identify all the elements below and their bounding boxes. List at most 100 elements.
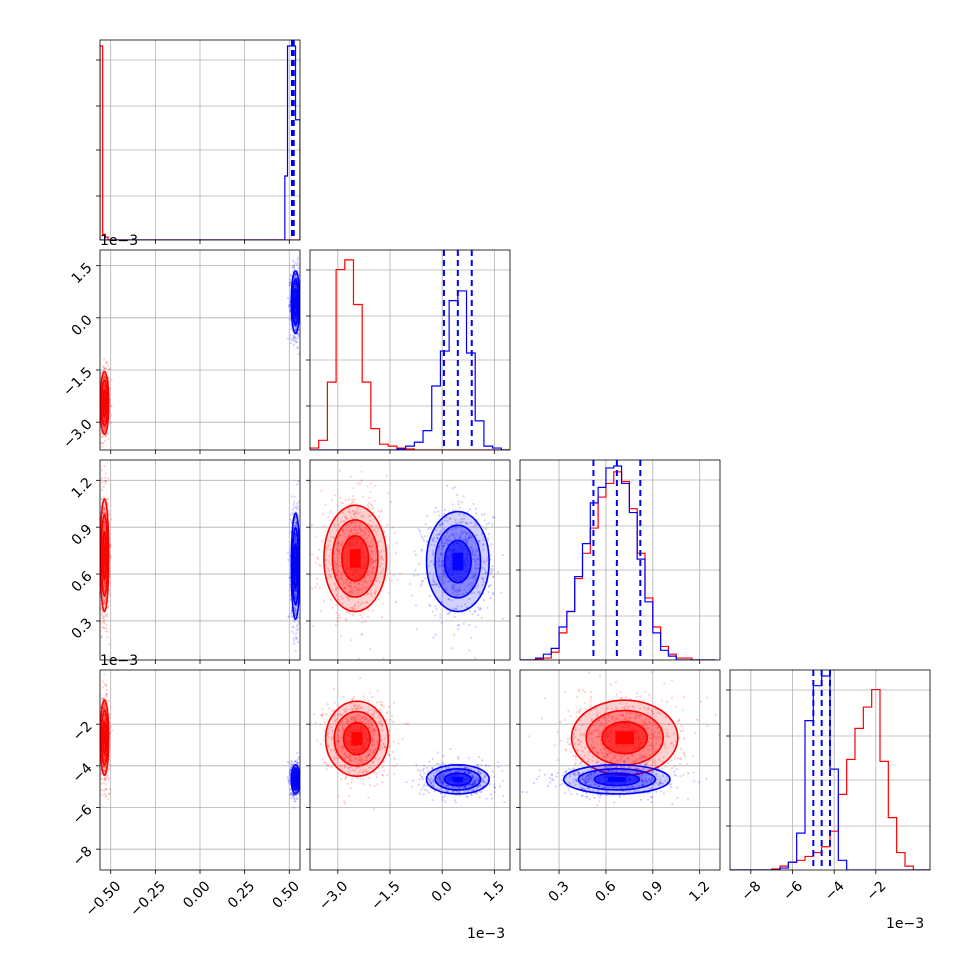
- scatter-point-blue: [428, 594, 431, 597]
- scatter-point-red: [369, 581, 372, 584]
- scatter-point-red: [369, 559, 372, 562]
- density-peak-red: [349, 549, 361, 568]
- scatter-point-blue: [468, 536, 471, 539]
- scatter-point-red: [352, 510, 355, 513]
- scatter-point-blue: [292, 639, 296, 642]
- scatter-point-red: [358, 589, 361, 592]
- scatter-point-blue: [437, 585, 441, 589]
- scatter-point-red: [391, 526, 395, 529]
- scatter-point-red: [354, 586, 357, 589]
- scatter-point-red: [360, 470, 363, 473]
- scatter-point-blue: [434, 583, 437, 586]
- scatter-point-blue: [451, 585, 454, 588]
- scatter-point-blue: [294, 524, 297, 528]
- scatter-point-blue: [293, 266, 296, 270]
- scatter-point-red: [103, 523, 106, 527]
- scatter-point-red: [394, 551, 398, 555]
- scatter-point-red: [103, 509, 106, 512]
- scatter-point-red: [351, 606, 354, 610]
- scatter-point-blue: [481, 578, 484, 581]
- scatter-point-blue: [293, 276, 296, 279]
- scatter-point-red: [356, 588, 360, 591]
- scatter-point-red: [344, 515, 347, 519]
- scatter-point-red: [369, 553, 373, 556]
- scatter-point-blue: [294, 536, 297, 539]
- scatter-point-red: [109, 581, 112, 584]
- scatter-point-red: [103, 416, 107, 419]
- scatter-point-blue: [467, 536, 470, 540]
- scatter-point-blue: [461, 531, 465, 535]
- scatter-point-red: [368, 535, 371, 538]
- scatter-point-blue: [293, 589, 296, 592]
- scatter-point-blue: [394, 601, 397, 604]
- scatter-point-red: [101, 442, 104, 445]
- scatter-point-blue: [439, 616, 442, 619]
- scatter-point-blue: [296, 505, 300, 508]
- scatter-point-blue: [292, 797, 295, 800]
- scatter-point-red: [102, 626, 105, 630]
- scatter-point-blue: [296, 258, 299, 262]
- scatter-point-red: [355, 588, 358, 592]
- scatter-point-red: [104, 717, 107, 720]
- scatter-point-blue: [417, 562, 421, 565]
- scatter-point-red: [343, 587, 347, 590]
- scatter-point-red: [96, 752, 98, 754]
- scatter-point-red: [103, 386, 106, 389]
- scatter-point-red: [102, 485, 105, 489]
- scatter-point-red: [330, 535, 333, 538]
- scatter-point-blue: [451, 588, 454, 591]
- scatter-point-blue: [288, 303, 291, 306]
- scatter-point-red: [103, 777, 107, 780]
- scatter-point-red: [349, 522, 353, 525]
- scatter-point-blue: [295, 609, 298, 612]
- scatter-point-blue: [442, 527, 445, 530]
- scatter-point-blue: [464, 603, 467, 606]
- scatter-point-blue: [432, 583, 435, 586]
- scatter-point-red: [370, 557, 373, 560]
- scatter-point-blue: [464, 539, 467, 542]
- scatter-point-red: [363, 532, 366, 535]
- scatter-point-red: [344, 535, 347, 539]
- scatter-point-blue: [431, 539, 434, 543]
- scatter-point-blue: [293, 524, 296, 527]
- scatter-point-red: [371, 550, 374, 553]
- scatter-point-red: [111, 729, 114, 732]
- scatter-point-blue: [474, 578, 477, 581]
- scatter-point-blue: [469, 536, 472, 539]
- scatter-point-red: [342, 587, 345, 590]
- scatter-point-blue: [446, 538, 449, 541]
- scatter-point-blue: [292, 795, 295, 798]
- scatter-point-blue: [294, 786, 297, 789]
- scatter-point-red: [334, 568, 337, 571]
- scatter-point-red: [104, 427, 107, 430]
- scatter-point-blue: [458, 536, 461, 539]
- scatter-point-blue: [474, 560, 477, 563]
- scatter-point-blue: [442, 568, 445, 571]
- scatter-point-blue: [287, 306, 291, 309]
- scatter-point-red: [102, 375, 105, 379]
- scatter-point-red: [96, 731, 98, 733]
- y-tick-label: 1.5: [69, 260, 96, 287]
- scatter-point-blue: [468, 598, 471, 601]
- scatter-point-red: [380, 556, 383, 559]
- scatter-point-red: [382, 558, 385, 561]
- scatter-point-blue: [296, 762, 299, 765]
- scatter-point-blue: [473, 576, 476, 579]
- scatter-point-red: [357, 582, 361, 586]
- scatter-point-blue: [448, 517, 452, 520]
- histogram-blue: [310, 290, 510, 450]
- scatter-point-blue: [294, 596, 297, 599]
- scatter-point-blue: [491, 523, 494, 526]
- scatter-point-red: [102, 620, 105, 623]
- scatter-point-blue: [296, 346, 299, 349]
- scatter-point-red: [109, 764, 112, 767]
- scatter-point-red: [103, 358, 106, 361]
- scatter-point-red: [334, 494, 337, 497]
- scatter-point-blue: [289, 793, 292, 796]
- scatter-point-blue: [452, 534, 455, 537]
- scatter-point-blue: [491, 575, 495, 579]
- scatter-point-red: [102, 616, 105, 619]
- scatter-point-blue: [441, 545, 445, 548]
- scatter-point-red: [97, 743, 99, 745]
- scatter-point-blue: [457, 589, 461, 592]
